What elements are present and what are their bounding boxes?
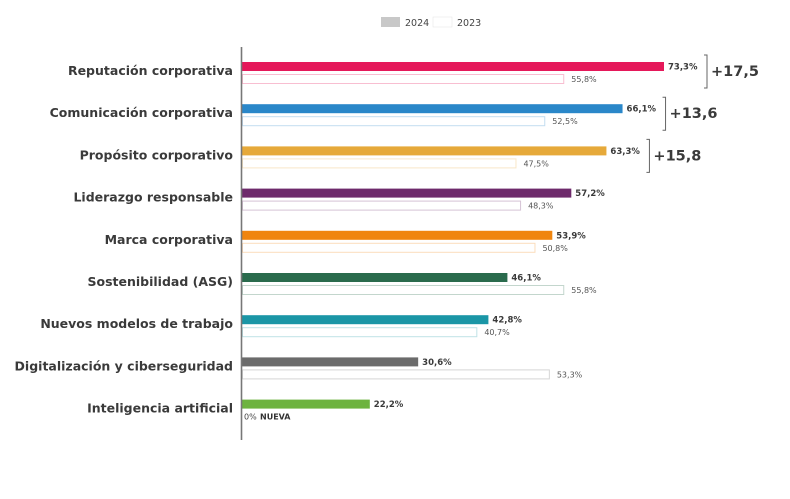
bracket-icon: [704, 54, 708, 89]
category-label: Liderazgo responsable: [73, 190, 233, 205]
bars-group: Reputación corporativa 73,3% 55,8% Comunica…: [15, 54, 759, 422]
data-label-2023: 50,8%: [542, 244, 568, 253]
data-label-2024: 22,2%: [374, 400, 404, 410]
data-label-2024: 53,9%: [556, 231, 586, 241]
bar-2023: [242, 285, 565, 295]
data-label-2024: 46,1%: [511, 274, 541, 284]
data-label-2023: 47,5%: [523, 159, 549, 168]
category-label: Comunicación corporativa: [50, 105, 233, 120]
new-tag-label: NUEVA: [260, 413, 291, 422]
delta-annotation: +17,5: [711, 64, 759, 80]
category-label: Reputación corporativa: [68, 63, 233, 78]
bar-2023: [242, 242, 536, 253]
bar-2023: [242, 200, 522, 211]
bar-2024: [242, 188, 572, 198]
data-label-2024: 42,8%: [492, 316, 522, 326]
data-label-2023: 48,3%: [528, 202, 554, 211]
data-label-2023: 53,3%: [557, 370, 583, 379]
legend-label-2023: 2023: [457, 18, 481, 29]
data-label-2023: 52,5%: [552, 117, 578, 126]
data-label-2023: 55,8%: [571, 286, 597, 295]
bar-2024: [242, 273, 508, 282]
data-label-2024: 57,2%: [575, 189, 605, 199]
category-label: Inteligencia artificial: [87, 401, 233, 416]
bar-2023: [242, 369, 550, 380]
category-label: Marca corporativa: [105, 232, 233, 247]
bar-2023: [242, 158, 517, 169]
data-label-2024: 30,6%: [422, 358, 452, 368]
legend: 2024 2023: [381, 16, 481, 29]
data-label-2024: 73,3%: [668, 63, 698, 73]
bar-2024: [242, 357, 419, 367]
category-label: Digitalización y ciberseguridad: [15, 358, 233, 373]
data-label-2024: 63,3%: [610, 147, 640, 157]
legend-label-2024: 2024: [405, 18, 429, 29]
data-label-2023: 0%: [244, 413, 257, 422]
data-label-2023: 55,8%: [571, 75, 597, 84]
bar-2024: [242, 62, 664, 71]
bar-2023: [242, 74, 565, 84]
bar-2023: [242, 327, 478, 338]
category-label: Propósito corporativo: [80, 147, 234, 162]
data-label-2023: 40,7%: [484, 328, 510, 337]
category-label: Sostenibilidad (ASG): [87, 274, 233, 289]
legend-swatch-2023: [432, 16, 453, 28]
data-label-2024: 66,1%: [627, 105, 657, 115]
bar-2023: [242, 116, 546, 127]
legend-swatch-2024: [381, 17, 400, 27]
bar-2024: [242, 146, 607, 156]
bar-2024: [242, 230, 553, 240]
category-label: Nuevos modelos de trabajo: [40, 316, 233, 331]
bar-2024: [242, 104, 623, 114]
bracket-icon: [662, 96, 667, 131]
delta-annotation: +13,6: [670, 106, 718, 122]
bar-2024: [242, 399, 370, 409]
bar-2024: [242, 315, 489, 325]
delta-annotation: +15,8: [653, 148, 701, 164]
bracket-icon: [646, 138, 650, 173]
